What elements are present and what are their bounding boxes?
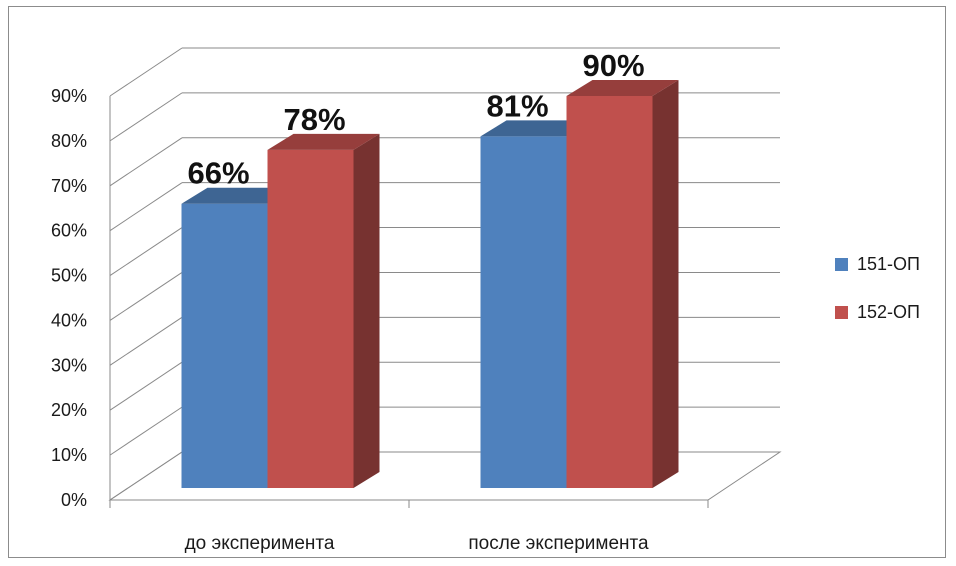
y-tick-label: 80% [51,131,87,151]
y-tick-label: 10% [51,445,87,465]
bar [268,150,354,488]
bar [567,96,653,488]
legend-label: 151-ОП [857,254,920,274]
gridline-diagonal [110,138,182,186]
y-tick-label: 50% [51,266,87,286]
bar [182,204,268,488]
gridline-diagonal [110,452,182,500]
data-label: 66% [187,156,249,191]
legend: 151-ОП 152-ОП [835,254,920,322]
bar-side [354,134,380,488]
gridline-diagonal [110,272,182,320]
y-tick-label: 30% [51,355,87,375]
bar-side [653,80,679,488]
data-label: 78% [283,102,345,137]
category-label: после эксперимента [468,533,649,554]
y-tick-label: 60% [51,221,87,241]
category-label: до эксперимента [185,533,335,554]
legend-label: 152-ОП [857,302,920,322]
y-tick-label: 90% [51,86,87,106]
data-label: 81% [486,88,548,123]
gridline-diagonal [110,407,182,455]
legend-swatch [835,258,848,271]
y-tick-label: 40% [51,310,87,330]
gridline-diagonal [110,317,182,365]
gridline-diagonal [110,183,182,231]
gridline-diagonal [110,93,182,141]
bar [481,136,567,488]
y-tick-label: 0% [61,490,87,510]
y-tick-label: 20% [51,400,87,420]
category-labels: до эксперимента после эксперимента [185,533,649,554]
y-tick-labels: 0% 10% 20% 30% 40% 50% 60% 70% 80% 90% [51,86,87,510]
gridline-diagonal [110,48,182,96]
y-tick-label: 70% [51,176,87,196]
bars [182,80,679,488]
data-label: 90% [582,48,644,83]
gridline-diagonal [110,362,182,410]
legend-swatch [835,306,848,319]
gridline-diagonal [110,228,182,276]
